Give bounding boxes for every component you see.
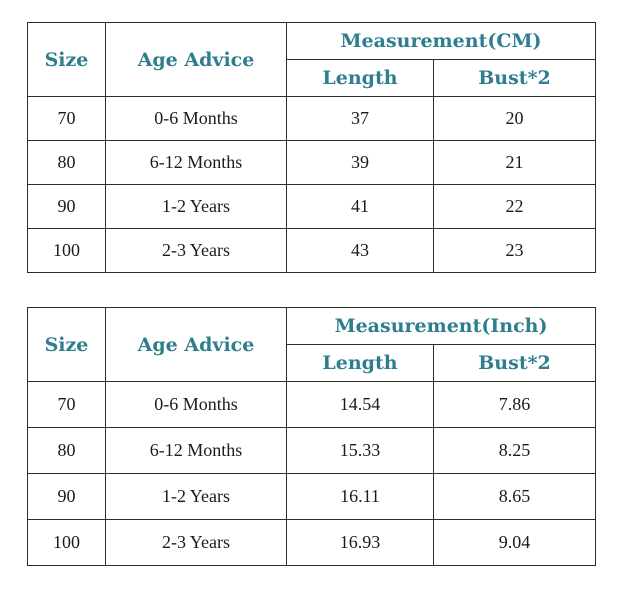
cell-age: 1-2 Years (105, 184, 287, 229)
cell-length: 37 (286, 96, 434, 141)
table-row: 90 1-2 Years 16.11 8.65 (27, 473, 597, 520)
cell-bust: 22 (433, 184, 596, 229)
col-header-age-advice: Age Advice (105, 307, 287, 382)
size-table-cm: Size Age Advice Measurement(CM) Length B… (27, 22, 596, 273)
cell-age: 2-3 Years (105, 228, 287, 273)
cell-bust: 9.04 (432, 519, 597, 566)
table-row: 100 2-3 Years 16.93 9.04 (27, 519, 597, 566)
cell-size: 70 (27, 381, 106, 428)
cell-age: 6-12 Months (105, 427, 287, 474)
cell-bust: 20 (433, 96, 596, 141)
col-header-size: Size (27, 22, 106, 97)
table-row: 80 6-12 Months 15.33 8.25 (27, 427, 597, 474)
cell-size: 90 (27, 184, 106, 229)
table-row: 70 0-6 Months 37 20 (27, 96, 596, 141)
cell-bust: 8.65 (432, 473, 597, 520)
col-header-measurement-inch: Measurement(Inch) (285, 307, 597, 345)
col-header-size: Size (27, 307, 106, 382)
cell-bust: 7.86 (432, 381, 597, 428)
cell-size: 80 (27, 427, 106, 474)
col-header-length: Length (286, 344, 434, 382)
table-row: 70 0-6 Months 14.54 7.86 (27, 381, 597, 428)
cell-age: 0-6 Months (105, 381, 287, 428)
cell-length: 16.11 (286, 473, 434, 520)
table-row: 80 6-12 Months 39 21 (27, 140, 596, 185)
cell-bust: 21 (433, 140, 596, 185)
header-row: Size Age Advice Measurement(Inch) (27, 307, 597, 382)
col-header-age-advice: Age Advice (105, 22, 287, 97)
cell-length: 14.54 (286, 381, 434, 428)
table-row: 90 1-2 Years 41 22 (27, 184, 596, 229)
cell-length: 16.93 (286, 519, 434, 566)
cell-length: 41 (286, 184, 434, 229)
cell-size: 80 (27, 140, 106, 185)
col-header-measurement-cm: Measurement(CM) (286, 22, 596, 60)
cell-size: 70 (27, 96, 106, 141)
col-header-bust: Bust*2 (433, 59, 596, 97)
size-table-inch: Size Age Advice Measurement(Inch) Length… (27, 307, 597, 566)
col-header-length: Length (286, 59, 434, 97)
cell-bust: 8.25 (432, 427, 597, 474)
cell-age: 2-3 Years (105, 519, 287, 566)
cell-age: 0-6 Months (105, 96, 287, 141)
cell-size: 90 (27, 473, 106, 520)
cell-length: 43 (286, 228, 434, 273)
cell-age: 6-12 Months (105, 140, 287, 185)
table-row: 100 2-3 Years 43 23 (27, 228, 596, 273)
cell-age: 1-2 Years (105, 473, 287, 520)
col-header-bust: Bust*2 (432, 344, 597, 382)
cell-size: 100 (27, 228, 106, 273)
cell-size: 100 (27, 519, 106, 566)
header-subrow: Length Bust*2 (28, 344, 597, 382)
cell-length: 39 (286, 140, 434, 185)
cell-length: 15.33 (286, 427, 434, 474)
header-subrow: Length Bust*2 (28, 59, 596, 97)
header-row: Size Age Advice Measurement(CM) (27, 22, 596, 97)
cell-bust: 23 (433, 228, 596, 273)
